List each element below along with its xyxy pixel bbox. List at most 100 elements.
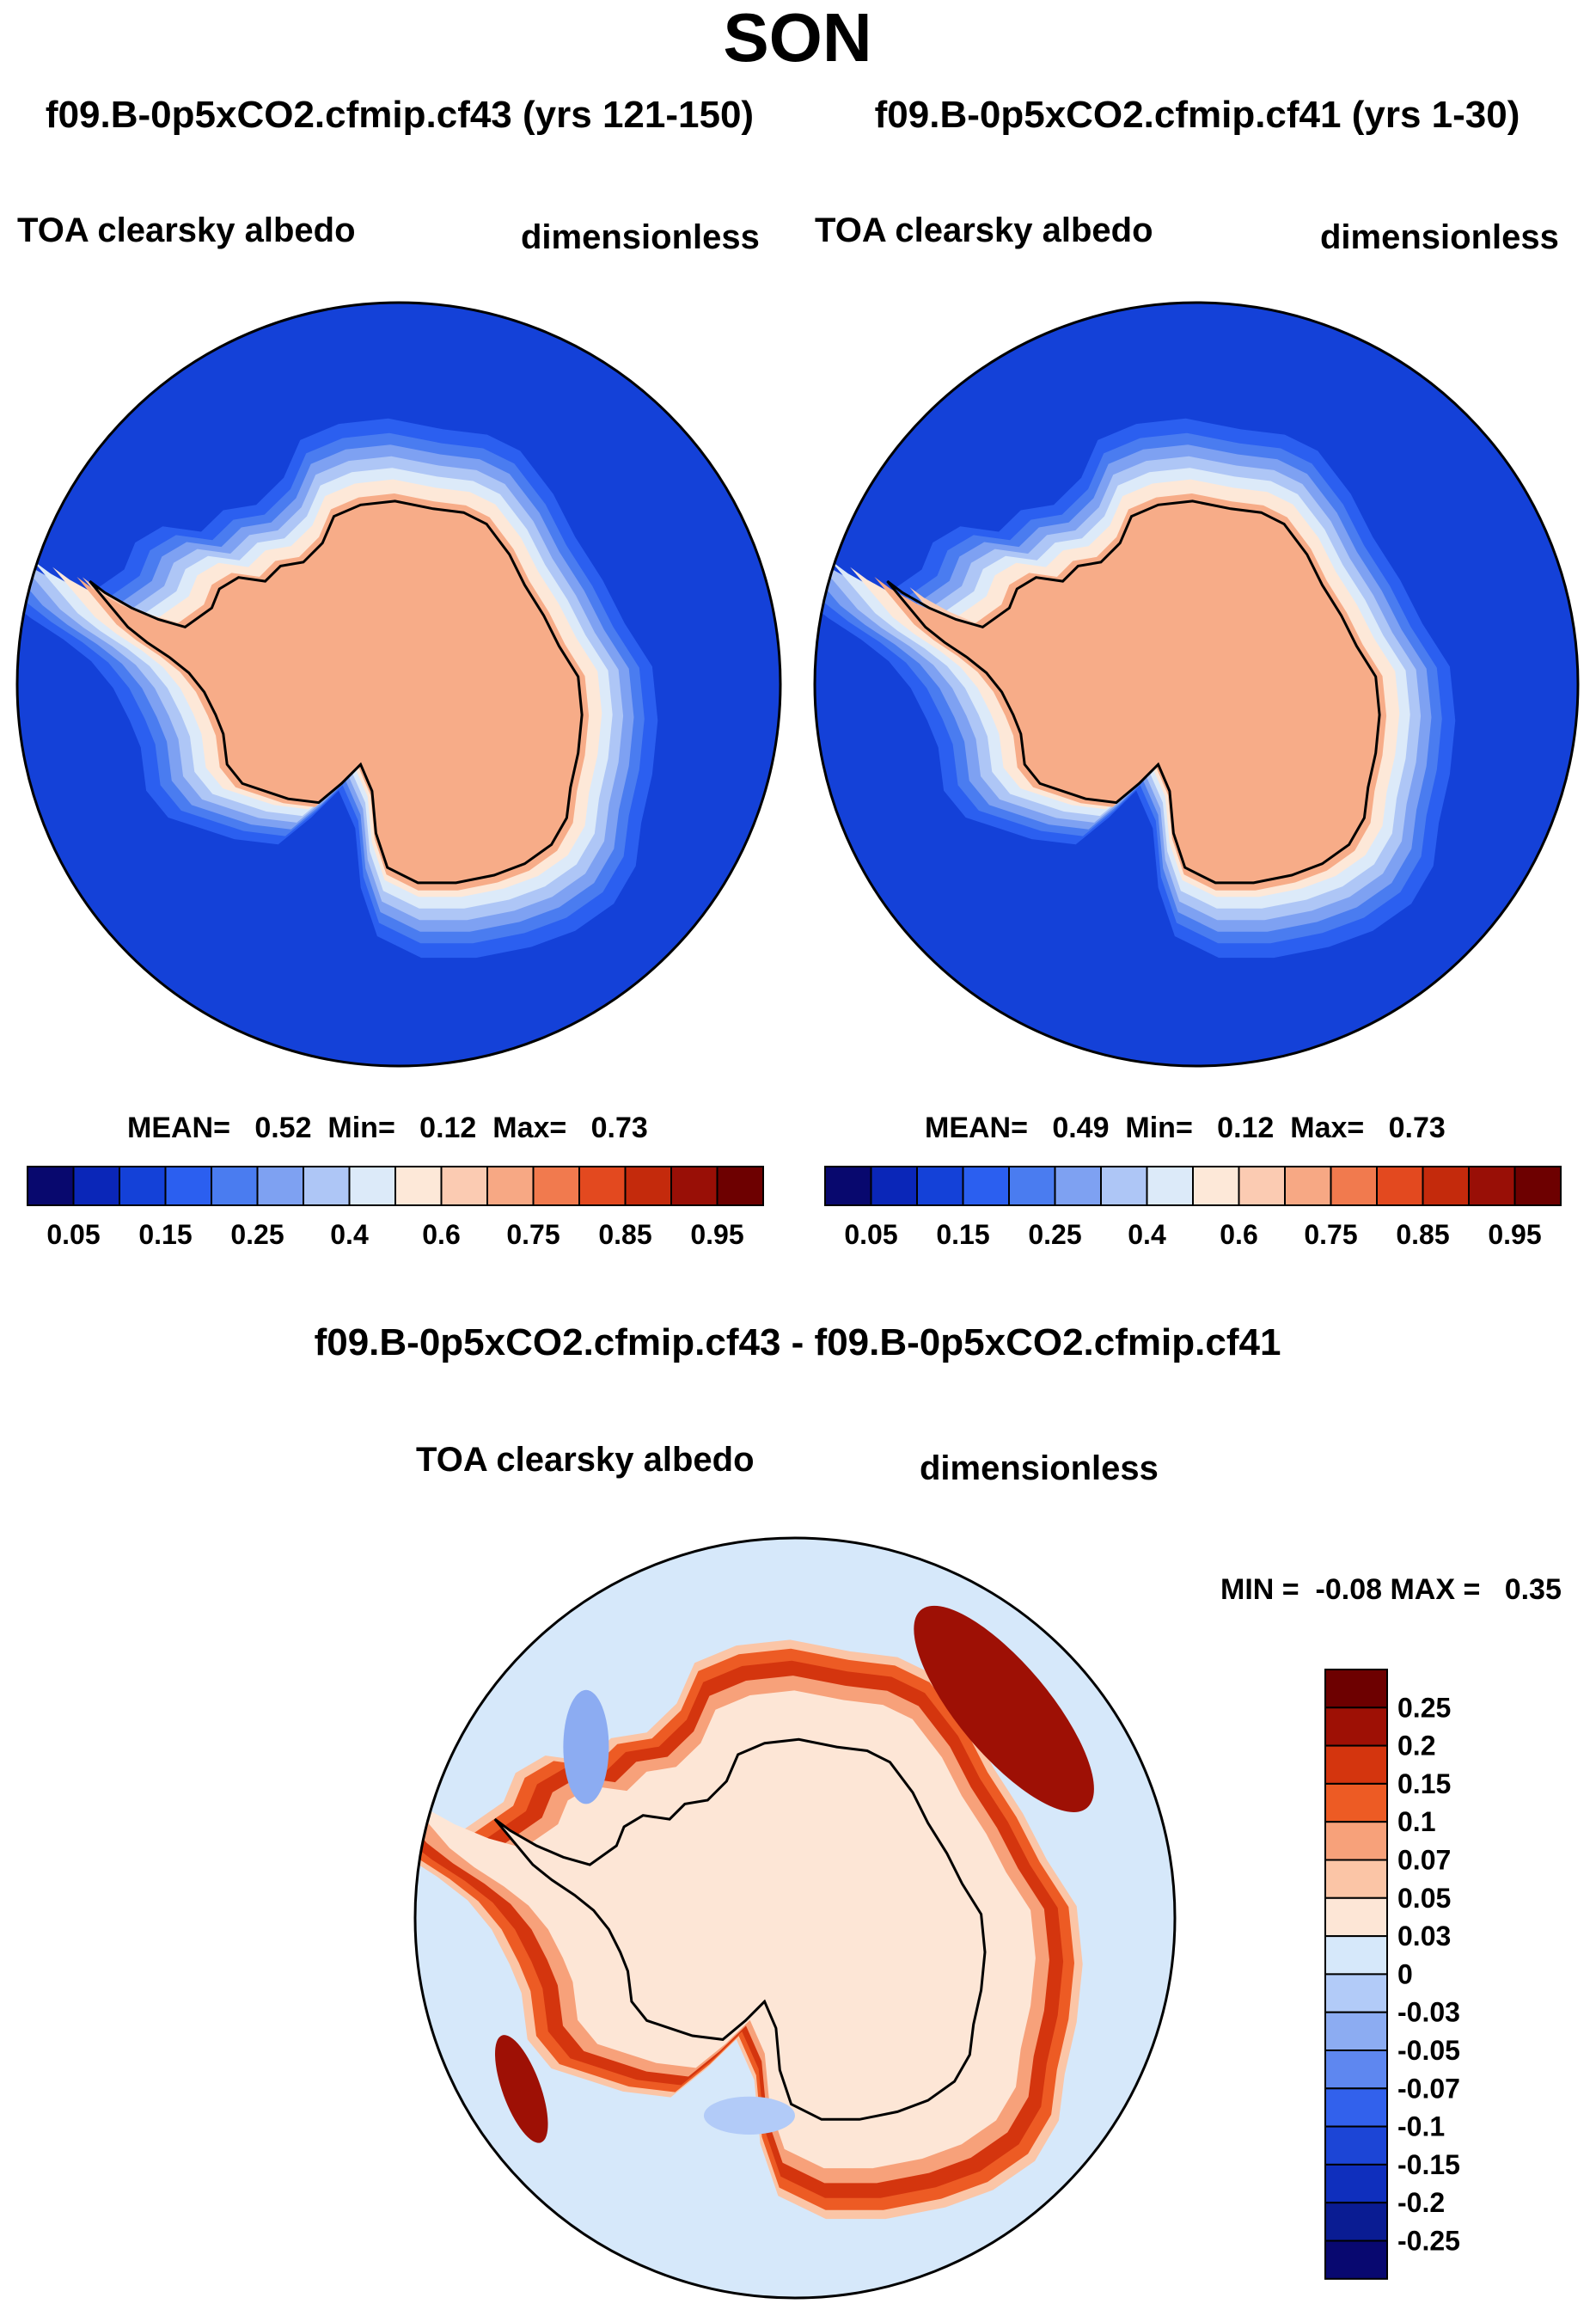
panel-1-mean-label: MEAN= <box>127 1112 230 1144</box>
panel-3-map-border <box>413 1536 1177 2300</box>
panel-2-colorbar-box-1 <box>824 1166 872 1206</box>
panel-1-colorbar-box-8 <box>348 1166 396 1206</box>
panel-1-colorbar-box-1 <box>27 1166 75 1206</box>
panel-2-colorbar-box-8 <box>1146 1166 1194 1206</box>
panel-1-colorbar-box-13 <box>578 1166 627 1206</box>
panel-3-colorbar-box-12 <box>1324 2087 1388 2128</box>
panel-1-stats: MEAN= 0.52 Min= 0.12 Max= 0.73 <box>127 1113 648 1143</box>
panel-1-colorbar-label-5: 0.6 <box>422 1219 460 1250</box>
panel-2-max-label: Max= <box>1290 1112 1365 1144</box>
panel-3-coastline <box>493 1737 987 2121</box>
panel-2-min-label: Min= <box>1125 1112 1193 1144</box>
panel-3-negative-anomaly-2 <box>703 2096 795 2135</box>
panel-1-colorbar: 0.05 0.15 0.25 0.4 0.6 0.75 0.85 0.95 <box>27 1166 764 1250</box>
panel-2-colorbar-box-16 <box>1513 1166 1562 1206</box>
panel-3-polar-map <box>413 1536 1177 2300</box>
panel-1-colorbar-box-12 <box>532 1166 580 1206</box>
panel-3-colorbar-label-15: -0.25 <box>1397 2226 1460 2257</box>
panel-2-colorbar-box-6 <box>1054 1166 1102 1206</box>
panel-2-min-value: 0.12 <box>1217 1112 1275 1144</box>
panel-3-max-value: 0.35 <box>1504 1573 1562 1606</box>
panel-3-colorbar-box-9 <box>1324 1973 1388 2013</box>
panel-1-max-value: 0.73 <box>590 1112 648 1144</box>
panel-3-colorbar-box-5 <box>1324 1821 1388 1861</box>
panel-1-map-border <box>15 301 782 1068</box>
panel-3-colorbar-label-1: 0.25 <box>1397 1692 1451 1723</box>
panel-3-contour-layer <box>415 1538 1175 2298</box>
panel-3-negative-anomaly-1 <box>563 1689 609 1804</box>
panel-2-mean-value: 0.49 <box>1052 1112 1110 1144</box>
panel-2-colorbar-box-14 <box>1422 1166 1470 1206</box>
panel-2-title: f09.B-0p5xCO2.cfmip.cf41 (yrs 1-30) <box>874 94 1520 136</box>
panel-1-colorbar-box-4 <box>164 1166 212 1206</box>
panel-1-colorbar-label-1: 0.05 <box>46 1219 100 1250</box>
panel-1-title: f09.B-0p5xCO2.cfmip.cf43 (yrs 121-150) <box>45 94 755 136</box>
panel-1-colorbar-box-16 <box>716 1166 764 1206</box>
panel-3-colorbar-box-1 <box>1324 1669 1388 1709</box>
panel-3-colorbar-label-8: 0 <box>1397 1958 1413 1989</box>
panel-1-colorbar-box-11 <box>486 1166 535 1206</box>
panel-2-map-border <box>813 301 1580 1068</box>
panel-3-continent-fill <box>494 1739 985 2120</box>
panel-2-colorbar-box-4 <box>962 1166 1010 1206</box>
panel-3-colorbar-box-14 <box>1324 2163 1388 2204</box>
panel-1-field-label: TOA clearsky albedo <box>17 211 356 249</box>
panel-2-colorbar-label-5: 0.6 <box>1220 1219 1257 1250</box>
panel-2-max-value: 0.73 <box>1388 1112 1446 1144</box>
panel-2-colorbar-label-6: 0.75 <box>1304 1219 1357 1250</box>
panel-3-colorbar-box-2 <box>1324 1706 1388 1747</box>
panel-2-colorbar-box-2 <box>870 1166 918 1206</box>
panel-2-contour-layer <box>815 303 1578 1066</box>
panel-3-colorbar-box-13 <box>1324 2125 1388 2166</box>
panel-2-mean-label: MEAN= <box>925 1112 1028 1144</box>
panel-3-colorbar-box-7 <box>1324 1896 1388 1938</box>
panel-1-colorbar-box-10 <box>440 1166 488 1206</box>
panel-3-colorbar-box-8 <box>1324 1935 1388 1976</box>
panel-1-coastline <box>89 499 584 885</box>
panel-2-colorbar-box-15 <box>1468 1166 1516 1206</box>
panel-3-colorbar-box-6 <box>1324 1859 1388 1899</box>
panel-3-colorbar: 0.25 0.2 0.15 0.1 0.07 0.05 0.03 0 -0.03 -0.05 -0.… <box>1324 1669 1460 2280</box>
panel-3-units-label: dimensionless <box>920 1449 1159 1487</box>
panel-2-stats: MEAN= 0.49 Min= 0.12 Max= 0.73 <box>925 1113 1446 1143</box>
panel-3-colorbar-label-11: -0.07 <box>1397 2073 1460 2104</box>
panel-3-title: f09.B-0p5xCO2.cfmip.cf43 - f09.B-0p5xCO2… <box>314 1321 1281 1363</box>
panel-2-continent-fill <box>874 493 1387 891</box>
panel-2-field-label: TOA clearsky albedo <box>815 211 1153 249</box>
panel-3-max-label: MAX = <box>1390 1573 1481 1606</box>
panel-1-colorbar-label-6: 0.75 <box>506 1219 560 1250</box>
panel-1-units-label: dimensionless <box>521 218 760 256</box>
panel-1-colorbar-box-3 <box>119 1166 167 1206</box>
panel-2-colorbar-box-12 <box>1330 1166 1378 1206</box>
panel-1-colorbar-box-9 <box>394 1166 443 1206</box>
panel-2-colorbar-box-9 <box>1192 1166 1240 1206</box>
panel-2-colorbar-label-1: 0.05 <box>844 1219 897 1250</box>
panel-1-colorbar-box-14 <box>624 1166 672 1206</box>
panel-1-colorbar-label-2: 0.15 <box>138 1219 192 1250</box>
panel-3-colorbar-label-5: 0.07 <box>1397 1845 1451 1876</box>
panel-3-min-label: MIN = <box>1220 1573 1299 1606</box>
panel-3-colorbar-label-3: 0.15 <box>1397 1768 1451 1799</box>
panel-2-colorbar-box-7 <box>1100 1166 1148 1206</box>
panel-1-colorbar-label-8: 0.95 <box>690 1219 743 1250</box>
panel-2-colorbar-box-5 <box>1008 1166 1056 1206</box>
panel-1-max-label: Max= <box>492 1112 567 1144</box>
panel-3-colorbar-label-10: -0.05 <box>1397 2035 1460 2066</box>
panel-3-colorbar-label-12: -0.1 <box>1397 2111 1445 2142</box>
panel-3-field-label: TOA clearsky albedo <box>416 1441 755 1479</box>
panel-3-west-anomaly <box>495 2035 548 2143</box>
panel-2-colorbar-label-7: 0.85 <box>1396 1219 1449 1250</box>
panel-3-colorbar-box-3 <box>1324 1744 1388 1785</box>
panel-1-colorbar-box-2 <box>72 1166 120 1206</box>
panel-1-colorbar-label-7: 0.85 <box>598 1219 651 1250</box>
panel-1-polar-map <box>15 301 782 1068</box>
panel-2-colorbar-box-10 <box>1238 1166 1286 1206</box>
panel-3-colorbar-box-16 <box>1324 2239 1388 2280</box>
panel-1-contour-layer <box>17 303 780 1066</box>
panel-2-colorbar-label-8: 0.95 <box>1488 1219 1541 1250</box>
panel-3-max-anomaly <box>914 1605 1094 1812</box>
panel-1-mean-value: 0.52 <box>254 1112 312 1144</box>
panel-1-colorbar-label-4: 0.4 <box>330 1219 369 1250</box>
panel-2-colorbar-label-3: 0.25 <box>1028 1219 1081 1250</box>
panel-2-colorbar-label-2: 0.15 <box>936 1219 989 1250</box>
